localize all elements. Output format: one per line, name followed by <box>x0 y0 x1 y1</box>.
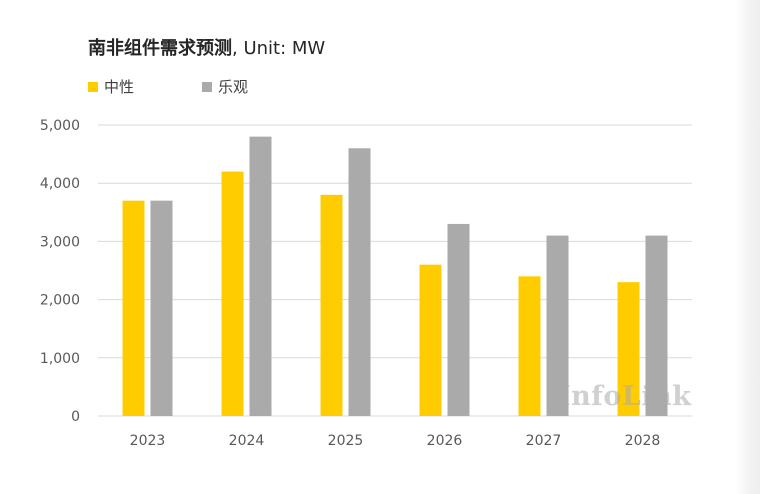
x-tick-label: 2028 <box>625 433 661 449</box>
bar-neutral <box>419 264 442 416</box>
bar-neutral <box>617 282 640 416</box>
chart-title-unit: , Unit: MW <box>232 38 326 59</box>
y-tick-label: 3,000 <box>40 234 80 250</box>
legend-swatch-neutral <box>88 81 98 92</box>
y-tick-label: 0 <box>71 409 80 425</box>
x-tick-label: 2026 <box>427 433 463 449</box>
chart-title: 南非组件需求预测, Unit: MW <box>88 34 325 60</box>
legend-label-optimistic: 乐观 <box>218 78 249 96</box>
legend-item-optimistic: 乐观 <box>202 76 248 97</box>
x-tick-label: 2024 <box>229 433 265 449</box>
legend-label-neutral: 中性 <box>104 78 135 96</box>
bar-neutral <box>518 276 541 416</box>
x-tick-label: 2025 <box>328 433 364 449</box>
bar-optimistic <box>249 136 272 416</box>
y-tick-label: 5,000 <box>40 118 80 134</box>
right-edge-shade <box>736 0 760 494</box>
y-tick-label: 4,000 <box>40 176 80 192</box>
bar-optimistic <box>447 223 470 416</box>
bar-neutral <box>320 194 343 416</box>
legend-swatch-optimistic <box>202 81 212 92</box>
legend-item-neutral: 中性 <box>88 76 134 97</box>
x-tick-label: 2027 <box>526 433 562 449</box>
y-tick-label: 2,000 <box>40 293 80 309</box>
infolink-watermark: InfoLink <box>558 381 692 412</box>
bar-neutral <box>221 171 244 416</box>
bar-optimistic <box>348 148 371 416</box>
chart-title-main: 南非组件需求预测 <box>88 38 232 59</box>
x-tick-label: 2023 <box>130 433 166 449</box>
bar-optimistic <box>150 200 173 416</box>
bar-optimistic <box>645 235 668 416</box>
bar-neutral <box>122 200 145 416</box>
chart-legend: 中性 乐观 <box>0 76 760 98</box>
y-tick-label: 1,000 <box>40 351 80 367</box>
bar-optimistic <box>546 235 569 416</box>
